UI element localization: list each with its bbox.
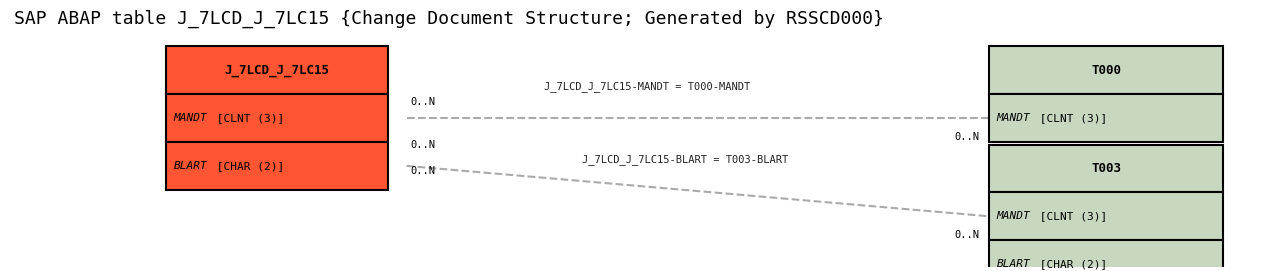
Text: J_7LCD_J_7LC15-MANDT = T000-MANDT: J_7LCD_J_7LC15-MANDT = T000-MANDT <box>544 81 750 92</box>
Text: [CHAR (2)]: [CHAR (2)] <box>1033 259 1108 269</box>
FancyBboxPatch shape <box>166 94 387 142</box>
Text: MANDT: MANDT <box>996 211 1030 221</box>
Text: 0..N: 0..N <box>410 97 435 107</box>
FancyBboxPatch shape <box>989 47 1223 94</box>
Text: J_7LCD_J_7LC15-BLART = T003-BLART: J_7LCD_J_7LC15-BLART = T003-BLART <box>582 154 788 165</box>
FancyBboxPatch shape <box>989 240 1223 271</box>
Text: [CLNT (3)]: [CLNT (3)] <box>1033 113 1108 123</box>
Text: 0..N: 0..N <box>410 166 435 176</box>
FancyBboxPatch shape <box>989 94 1223 142</box>
Text: [CHAR (2)]: [CHAR (2)] <box>211 161 284 171</box>
FancyBboxPatch shape <box>166 47 387 94</box>
Text: BLART: BLART <box>174 161 207 171</box>
Text: MANDT: MANDT <box>996 113 1030 123</box>
Text: 0..N: 0..N <box>954 230 978 240</box>
FancyBboxPatch shape <box>989 145 1223 192</box>
Text: [CLNT (3)]: [CLNT (3)] <box>1033 211 1108 221</box>
Text: J_7LCD_J_7LC15: J_7LCD_J_7LC15 <box>225 64 329 77</box>
Text: SAP ABAP table J_7LCD_J_7LC15 {Change Document Structure; Generated by RSSCD000}: SAP ABAP table J_7LCD_J_7LC15 {Change Do… <box>14 9 884 28</box>
Text: 0..N: 0..N <box>954 132 978 142</box>
Text: [CLNT (3)]: [CLNT (3)] <box>211 113 284 123</box>
Text: T003: T003 <box>1091 162 1122 175</box>
Text: BLART: BLART <box>996 259 1030 269</box>
Text: MANDT: MANDT <box>174 113 207 123</box>
FancyBboxPatch shape <box>989 192 1223 240</box>
FancyBboxPatch shape <box>166 142 387 190</box>
Text: 0..N: 0..N <box>410 140 435 150</box>
Text: T000: T000 <box>1091 64 1122 77</box>
